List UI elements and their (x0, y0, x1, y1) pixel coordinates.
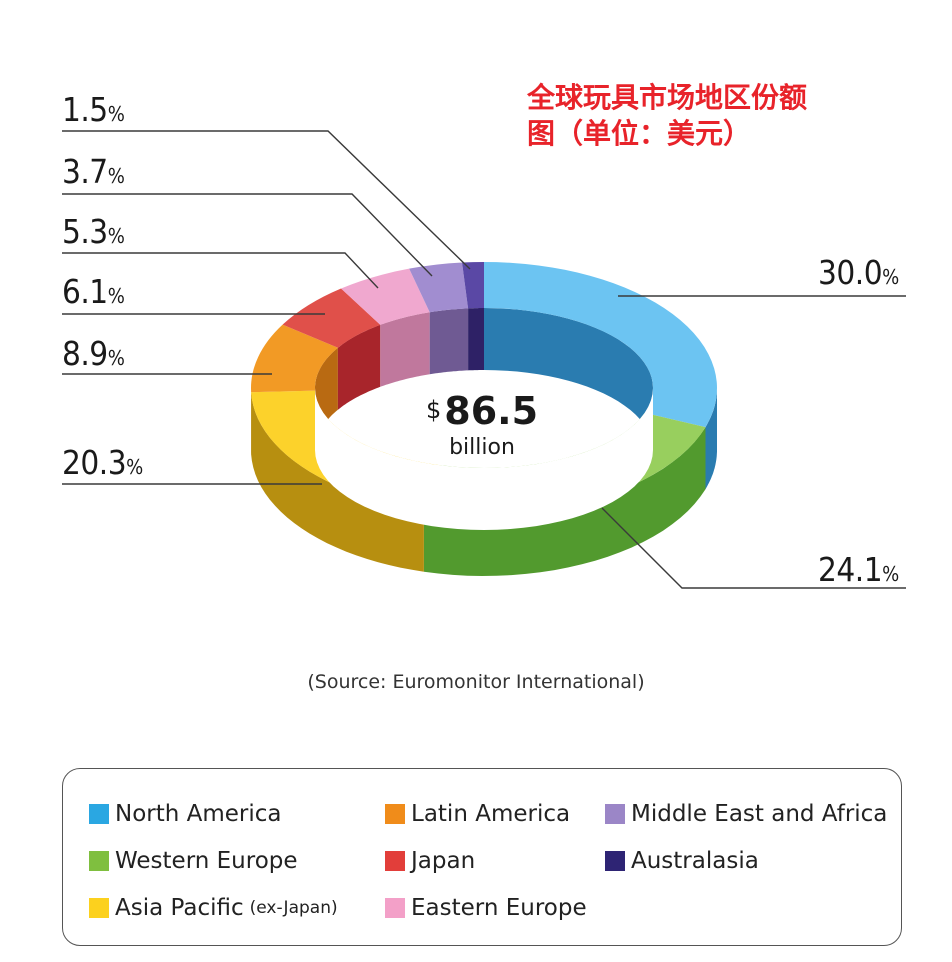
leader-line-western-europe (601, 507, 906, 589)
chart-title-line-1: 全球玩具市场地区份额 (527, 81, 808, 114)
slice-label-australasia: 1.5% (62, 90, 125, 129)
slice-label-eastern-europe: 5.3% (62, 212, 125, 251)
slice-outer-side-north-america (705, 388, 717, 490)
slice-latin-america (251, 324, 338, 393)
slice-label-latin-america: 8.9% (62, 334, 125, 373)
slice-label-north-america: 30.0% (818, 253, 899, 292)
legend-item-latin-america: Latin America (385, 801, 570, 827)
slice-inner-side-eastern-europe-1 (380, 312, 430, 387)
total-unit: billion (449, 435, 515, 460)
slice-middle-east-and-africa (409, 262, 469, 313)
legend-swatch (89, 804, 109, 824)
legend-item-middle-east-africa: Middle East and Africa (605, 801, 887, 827)
legend-item-japan: Japan (385, 848, 475, 874)
slice-outer-side-asia-pacific (251, 392, 424, 572)
legend-item-australasia: Australasia (605, 848, 759, 874)
slice-outer-side-western-europe (423, 427, 706, 576)
total-amount: $86.5 (425, 389, 539, 433)
legend-swatch (605, 851, 625, 871)
leader-line-eastern-europe (62, 252, 379, 289)
slice-australasia (462, 262, 484, 309)
slice-label-western-europe: 24.1% (818, 550, 899, 589)
legend-item-north-america: North America (89, 801, 282, 827)
slice-inner-side-japan-1 (337, 324, 381, 410)
slice-japan (282, 288, 381, 348)
legend-swatch (89, 898, 109, 918)
slice-label-japan: 6.1% (62, 272, 125, 311)
chart-title: 全球玩具市场地区份额 图（单位：美元） (527, 80, 857, 152)
legend-swatch (385, 898, 405, 918)
chart-title-line-2: 图（单位：美元） (527, 117, 752, 150)
legend: North America Latin America Middle East … (62, 768, 902, 946)
slice-inner-side-middle-east-and-africa-1 (429, 308, 469, 375)
legend-swatch (385, 851, 405, 871)
slice-inner-side-australasia-1 (468, 308, 484, 371)
legend-swatch (605, 804, 625, 824)
slice-label-middle-east-africa: 3.7% (62, 152, 125, 191)
legend-item-asia-pacific: Asia Pacific (ex-Japan) (89, 895, 338, 921)
donut-hole (315, 388, 653, 530)
slice-label-asia-pacific: 20.3% (62, 443, 143, 482)
leader-line-middle-east-and-africa (62, 193, 433, 277)
leader-line-australasia (62, 130, 471, 270)
source-note: (Source: Euromonitor International) (307, 671, 645, 693)
legend-item-western-europe: Western Europe (89, 848, 298, 874)
slice-inner-side-north-america-0 (484, 308, 653, 450)
legend-item-eastern-europe: Eastern Europe (385, 895, 587, 921)
legend-swatch (89, 851, 109, 871)
total-value: $86.5 billion (402, 388, 562, 461)
slice-eastern-europe (341, 268, 430, 325)
slice-north-america (484, 262, 717, 428)
legend-swatch (385, 804, 405, 824)
